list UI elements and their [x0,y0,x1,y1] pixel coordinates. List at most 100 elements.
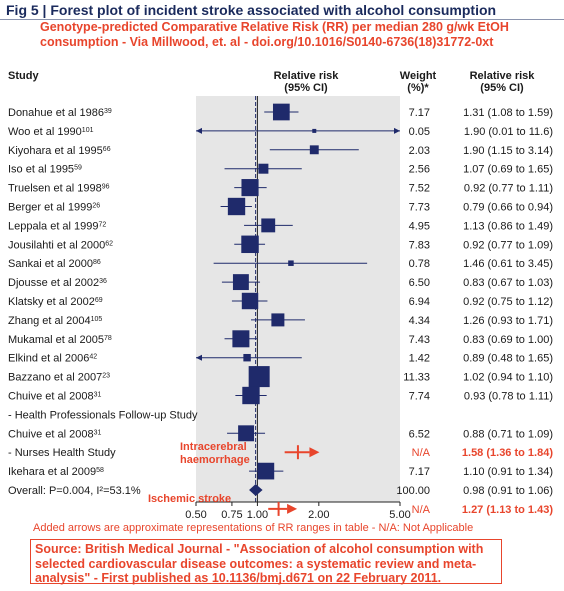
study-label: - Nurses Health Study [8,447,116,459]
study-label: - Health Professionals Follow-up Study [8,409,198,421]
rr-ci-value: 1.90 (1.15 to 3.14) [463,145,553,157]
reference-superscript: 62 [105,240,113,247]
weight-value: 4.95 [409,220,430,232]
header-rr-ci: (95% CI) [284,82,328,94]
point-estimate-box [288,260,294,266]
header-study: Study [8,70,39,82]
figure-title: Fig 5 | Forest plot of incident stroke a… [6,2,496,18]
rr-ci-value: 1.26 (0.93 to 1.71) [463,315,553,327]
point-estimate-box [241,235,259,254]
weight-value: 11.33 [403,372,430,384]
x-tick-label: 2.00 [308,509,329,521]
point-estimate-box [232,274,249,291]
reference-superscript: 96 [102,183,110,190]
reference-superscript: 36 [99,278,107,285]
rr-ci-value: 1.07 (0.69 to 1.65) [463,164,553,176]
plot-panel [196,96,400,502]
study-label: Mukamal et al 200578 [8,334,112,346]
figure-subtitle: Genotype-predicted Comparative Relative … [40,20,509,49]
rr-ci-value: 0.89 (0.48 to 1.65) [463,353,553,365]
point-estimate-box [227,197,246,216]
figure-title-text: Forest plot of incident stroke associate… [50,2,497,18]
reference-superscript: 39 [104,108,112,115]
rr-ci-value: 1.90 (0.01 to 11.6) [464,126,553,138]
weight-value: N/A [412,504,431,516]
rr-ci-value: 0.79 (0.66 to 0.94) [463,202,553,214]
rr-ci-value: 0.92 (0.77 to 1.09) [463,239,553,251]
x-tick-label: 5.00 [389,509,410,521]
reference-superscript: 66 [103,145,111,152]
rr-ci-value: 1.46 (0.61 to 3.45) [463,258,553,270]
study-label: Bazzano et al 200723 [8,372,110,384]
rr-ci-value: 0.93 (0.78 to 1.11) [464,391,553,403]
study-label: Klatsky et al 200269 [8,296,103,308]
title-separator: | [38,2,51,18]
figure-label: Fig 5 [6,2,39,18]
rr-ci-value: 1.27 (1.13 to 1.43) [462,504,553,516]
reference-superscript: 42 [89,353,97,360]
reference-superscript: 86 [93,259,101,266]
rr-ci-value: 1.02 (0.94 to 1.10) [463,372,553,384]
study-label: Iso et al 199559 [8,164,82,176]
annotation-ischemic-stroke: Ischemic stroke [148,493,231,505]
study-label: Leppala et al 199972 [8,220,106,232]
weight-value: 6.94 [409,296,430,308]
overall-label: Overall: P=0.004, I²=53.1% [8,485,141,497]
title-rule [0,19,564,20]
weight-value: 2.03 [409,145,430,157]
header-weight-unit: (%)* [407,82,429,94]
weight-value: 7.73 [409,202,430,214]
header-weight: Weight (%)* [396,70,440,94]
weight-value: 7.83 [409,239,430,251]
weight-value: 0.05 [409,126,430,138]
point-estimate-box [309,145,319,155]
ci-arrow-left [196,354,202,361]
weight-value: 7.17 [409,466,430,478]
annotation-intracerebral: Intracerebral [180,441,247,453]
point-estimate-box [261,218,276,233]
point-estimate-box [312,128,317,133]
weight-value: 1.42 [409,353,430,365]
point-estimate-box [232,330,250,348]
reference-superscript: 105 [91,315,103,322]
reference-superscript: 31 [94,391,102,398]
reference-superscript: 23 [102,372,110,379]
x-tick-label: 0.75 [221,509,242,521]
study-label: Jousilahti et al 200062 [8,239,113,251]
study-label: Djousse et al 200236 [8,277,107,289]
weight-value: 2.56 [409,164,430,176]
weight-value: 100.00 [396,485,430,497]
point-estimate-box [248,366,270,388]
reference-superscript: 101 [82,126,94,133]
study-label: Ikehara et al 200958 [8,466,104,478]
study-label: Elkind et al 200642 [8,353,97,365]
header-rr-label: Relative risk [273,70,339,82]
reference-superscript: 26 [92,202,100,209]
header-rr2-ci: (95% CI) [480,82,524,94]
rr-ci-value: 0.83 (0.69 to 1.00) [463,334,553,346]
weight-value: 4.34 [409,315,430,327]
point-estimate-box [242,386,260,405]
reference-superscript: 69 [95,297,103,304]
study-label: Chuive et al 200831 [8,428,102,440]
annotation-haemorrhage: haemorrhage [180,454,250,466]
study-label: Zhang et al 2004105 [8,315,102,327]
rr-ci-value: 1.13 (0.86 to 1.49) [463,220,553,232]
reference-superscript: 59 [74,164,82,171]
rr-ci-value: 1.10 (0.91 to 1.34) [463,466,553,478]
rr-ci-value: 1.58 (1.36 to 1.84) [462,447,553,459]
added-arrow-head [287,503,298,514]
rr-ci-value: 0.98 (0.91 to 1.06) [463,485,553,497]
weight-value: 6.50 [409,277,430,289]
reference-superscript: 58 [96,467,104,474]
footnote: Added arrows are approximate representat… [33,522,474,534]
point-estimate-box [271,313,285,327]
weight-value: 7.52 [409,183,430,195]
point-estimate-box [241,292,259,310]
weight-value: 6.52 [409,428,430,440]
point-estimate-box [238,425,255,442]
header-relative-risk-ci: Relative risk (95% CI) [452,70,552,94]
study-label: Berger et al 199926 [8,202,100,214]
rr-ci-value: 0.83 (0.67 to 1.03) [463,277,553,289]
